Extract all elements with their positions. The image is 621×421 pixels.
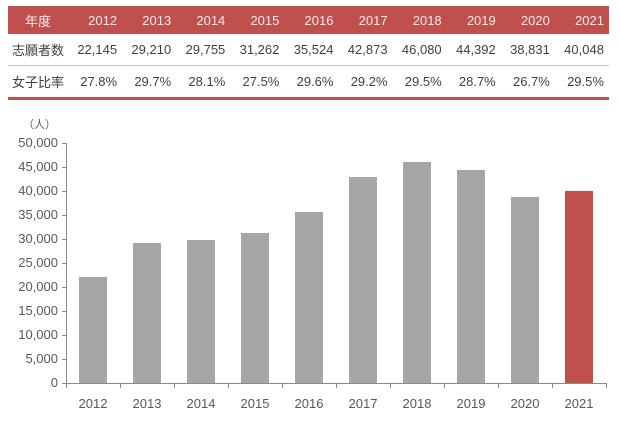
y-axis-tick-label: 0: [50, 375, 58, 390]
y-axis-tick-label: 10,000: [18, 327, 58, 342]
y-axis-tick-label: 50,000: [18, 135, 58, 150]
y-axis-tick-label: 5,000: [25, 351, 58, 366]
value-cell-2015: 27.5%: [242, 74, 280, 89]
y-axis-tick-mark: [62, 239, 66, 240]
y-axis-tick-label: 25,000: [18, 255, 58, 270]
x-axis-tick-mark: [66, 384, 67, 388]
value-cell-2020: 26.7%: [512, 74, 550, 89]
year-header-cell-2020: 2020: [520, 12, 550, 28]
y-axis-tick-mark: [62, 359, 66, 360]
y-axis-unit-label: （人）: [23, 119, 56, 131]
row-label-cell: 志願者数: [11, 43, 64, 58]
year-header-cell-2019: 2019: [466, 12, 496, 28]
value-cell-2017: 42,873: [347, 42, 388, 57]
x-axis-tick-mark: [174, 384, 175, 388]
y-axis-tick-label: 45,000: [18, 159, 58, 174]
bar-2018: [403, 162, 431, 383]
x-axis-line: [66, 383, 607, 384]
y-axis-tick-mark: [62, 383, 66, 384]
value-cell-2019: 44,392: [455, 42, 496, 57]
x-axis-tick-mark: [120, 384, 121, 388]
y-axis-tick-mark: [62, 167, 66, 168]
x-axis-category-label: 2017: [348, 396, 378, 411]
x-axis-tick-mark: [390, 384, 391, 388]
x-axis-category-label: 2012: [78, 396, 108, 411]
value-cell-2018: 46,080: [401, 42, 442, 57]
y-axis-tick-mark: [62, 263, 66, 264]
year-header-cell-2021: 2021: [575, 12, 604, 28]
x-axis-category-label: 2018: [402, 396, 432, 411]
y-axis-tick-mark: [62, 311, 66, 312]
x-axis-tick-mark: [228, 384, 229, 388]
bar-2015: [241, 233, 269, 383]
y-axis-tick-mark: [62, 215, 66, 216]
value-cell-2013: 29,210: [131, 42, 172, 57]
value-cell-2012: 22,145: [77, 42, 118, 57]
bar-2012: [79, 277, 107, 383]
value-cell-2016: 29.6%: [296, 74, 334, 89]
bar-2014: [187, 240, 215, 383]
applicants-bar-chart: （人） 0 5,000 10,000 15,000 20,000 25,000 30,000…: [0, 110, 621, 421]
value-cell-2013: 29.7%: [134, 74, 172, 89]
table-corner-cell: 年度: [24, 13, 51, 29]
value-cell-2019: 28.7%: [458, 74, 496, 89]
row-label-cell: 女子比率: [11, 75, 64, 90]
bar-2016: [295, 212, 323, 383]
y-axis-line: [66, 143, 67, 383]
x-axis-category-label: 2014: [186, 396, 216, 411]
y-axis-tick-label: 30,000: [18, 231, 58, 246]
y-axis-tick-mark: [62, 335, 66, 336]
x-axis-category-label: 2016: [294, 396, 324, 411]
value-cell-2020: 38,831: [510, 42, 550, 57]
year-header-cell-2015: 2015: [250, 12, 280, 28]
y-axis-tick-label: 20,000: [18, 279, 58, 294]
x-axis-category-label: 2021: [564, 396, 594, 411]
year-header-cell-2013: 2013: [142, 12, 172, 28]
table-row: 志願者数 22,145 29,210 29,755 31,262 35,524 42,873…: [8, 34, 609, 66]
year-header-cell-2012: 2012: [88, 12, 118, 28]
x-axis-category-label: 2020: [510, 396, 540, 411]
value-cell-2012: 27.8%: [80, 74, 118, 89]
x-axis-tick-mark: [444, 384, 445, 388]
value-cell-2015: 31,262: [239, 42, 280, 57]
y-axis-tick-mark: [62, 191, 66, 192]
table-header-row: 年度 2012 2013 2014 2015 2016 2017 2018 2019 2020 20…: [8, 6, 609, 34]
bar-2019: [457, 170, 485, 383]
bar-2017: [349, 177, 377, 383]
y-axis-tick-mark: [62, 143, 66, 144]
value-cell-2014: 29,755: [185, 42, 226, 57]
value-cell-2018: 29.5%: [404, 74, 442, 89]
year-header-cell-2018: 2018: [412, 12, 442, 28]
x-axis-category-label: 2019: [456, 396, 486, 411]
y-axis-tick-label: 35,000: [18, 207, 58, 222]
y-axis-tick-label: 40,000: [18, 183, 58, 198]
table-row: 女子比率 27.8% 29.7% 28.1% 27.5% 29.6% 29.2% 29.5% 2…: [8, 66, 609, 97]
x-axis-tick-mark: [336, 384, 337, 388]
y-axis-tick-label: 15,000: [18, 303, 58, 318]
x-axis-tick-mark: [606, 384, 607, 388]
x-axis-tick-mark: [498, 384, 499, 388]
applicants-table: 年度 2012 2013 2014 2015 2016 2017 2018 2019 2020 20…: [8, 6, 609, 100]
value-cell-2021: 40,048: [564, 42, 604, 57]
x-axis-tick-mark: [552, 384, 553, 388]
x-axis-category-label: 2013: [132, 396, 162, 411]
y-axis-tick-mark: [62, 287, 66, 288]
x-axis-tick-mark: [282, 384, 283, 388]
year-header-cell-2014: 2014: [196, 12, 226, 28]
bar-2021: [565, 191, 593, 383]
bar-2020: [511, 197, 539, 383]
value-cell-2017: 29.2%: [350, 74, 388, 89]
value-cell-2014: 28.1%: [188, 74, 226, 89]
year-header-cell-2017: 2017: [358, 12, 388, 28]
value-cell-2016: 35,524: [293, 42, 334, 57]
value-cell-2021: 29.5%: [567, 74, 604, 89]
x-axis-category-label: 2015: [240, 396, 270, 411]
bar-2013: [133, 243, 161, 383]
year-header-cell-2016: 2016: [304, 12, 334, 28]
